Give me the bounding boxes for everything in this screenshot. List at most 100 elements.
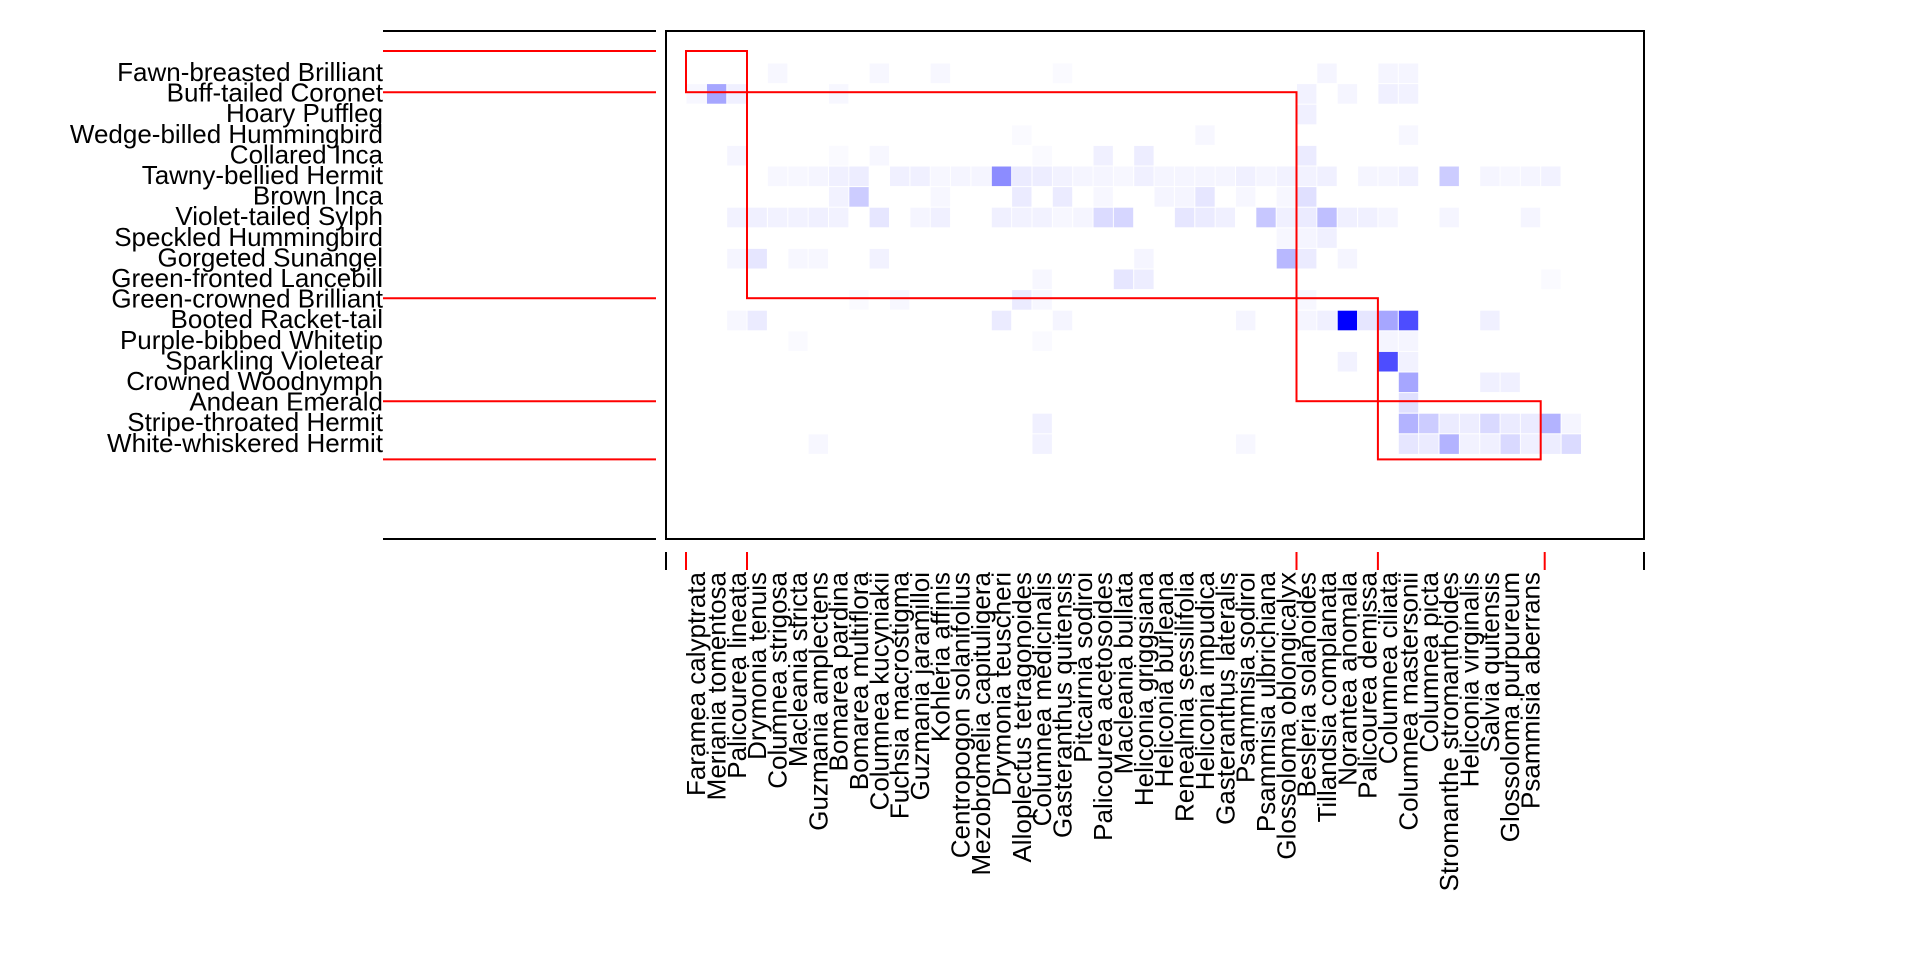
heatmap-cell — [1398, 84, 1419, 104]
heatmap-cell — [1276, 207, 1297, 228]
heatmap-cell — [1439, 166, 1459, 187]
heatmap-cell — [1398, 434, 1419, 454]
heatmap-cell — [1480, 434, 1500, 454]
column-label: Glossoloma purpureum — [1495, 572, 1525, 842]
column-label: Columnea ciliata — [1373, 571, 1403, 764]
heatmap-cell — [930, 207, 951, 228]
heatmap-cell — [706, 84, 727, 104]
heatmap-cell — [1439, 413, 1459, 434]
heatmap-cell — [1398, 166, 1419, 187]
heatmap-cell — [1154, 187, 1174, 207]
heatmap-cell — [1012, 187, 1032, 207]
heatmap-cell — [1093, 187, 1113, 207]
heatmap-cell — [788, 207, 808, 228]
row-label: White-whiskered Hermit — [107, 428, 384, 458]
heatmap-cell — [1297, 290, 1317, 310]
heatmap-cell — [727, 207, 747, 228]
heatmap-cell — [1358, 310, 1378, 331]
heatmap-cell — [1500, 434, 1520, 454]
heatmap-cell — [1052, 207, 1073, 228]
heatmap-cell — [1337, 310, 1358, 331]
heatmap-cell — [829, 84, 849, 104]
column-label: Alloplectus tetragonoides — [1007, 572, 1037, 863]
heatmap-cell — [1419, 434, 1439, 454]
heatmap-cell — [1113, 166, 1134, 187]
heatmap-cell — [1297, 104, 1317, 125]
column-label: Macleania stricta — [783, 571, 813, 767]
heatmap-cell — [1337, 84, 1358, 104]
heatmap-cell — [1093, 166, 1113, 187]
heatmap-cell — [1073, 166, 1093, 187]
heatmap-cell — [1297, 187, 1317, 207]
heatmap-cell — [1195, 125, 1215, 145]
row-label: Booted Racket-tail — [171, 304, 383, 334]
heatmap-cell — [808, 434, 828, 454]
heatmap-cell — [1032, 207, 1052, 228]
row-label: Green-fronted Lancebill — [111, 263, 383, 293]
heatmap-cell — [1297, 166, 1317, 187]
heatmap-cell — [849, 166, 869, 187]
heatmap-cell — [1297, 228, 1317, 248]
heatmap-cell — [747, 248, 767, 269]
heatmap-cell — [727, 145, 747, 166]
heatmap-cell — [1520, 207, 1541, 228]
heatmap-cell — [1297, 84, 1317, 104]
column-label: Heliconia griggsiana — [1129, 571, 1159, 806]
column-label: Faramea calyptrata — [681, 571, 711, 796]
heatmap-cell — [869, 63, 889, 84]
heatmap-cell — [991, 166, 1012, 187]
row-group-bar — [383, 30, 656, 540]
row-label: Crowned Woodnymph — [126, 366, 383, 396]
row-label: Buff-tailed Coronet — [167, 78, 384, 108]
heatmap-cell — [767, 207, 788, 228]
column-label: Guzmania amplectens — [803, 572, 833, 831]
heatmap-cell — [1520, 434, 1541, 454]
row-label: Brown Inca — [253, 181, 384, 211]
column-label: Guzmania jaramilloi — [905, 572, 935, 800]
row-label: Fawn-breasted Brilliant — [117, 57, 384, 87]
column-label: Palicourea demissa — [1353, 571, 1383, 798]
heatmap-cell — [686, 84, 706, 104]
heatmap-cell — [1297, 248, 1317, 269]
heatmap-cell — [1276, 248, 1297, 269]
heatmap-cell — [1317, 207, 1337, 228]
column-label: Palicourea acetosoides — [1088, 572, 1118, 841]
heatmap-cell — [1378, 63, 1398, 84]
heatmap-cell — [1256, 207, 1276, 228]
heatmap-cell — [829, 187, 849, 207]
column-label: Bomarea pardina — [824, 571, 854, 771]
module-box — [746, 91, 1298, 300]
heatmap-cell — [1297, 207, 1317, 228]
heatmap-cell — [1134, 269, 1154, 290]
heatmap-cell — [808, 207, 828, 228]
heatmap-cell — [1012, 207, 1032, 228]
column-label: Bomarea multiflora — [844, 571, 874, 790]
heatmap-cell — [1032, 331, 1052, 351]
heatmap-cell — [1398, 125, 1419, 145]
heatmap-cell — [1459, 434, 1480, 454]
heatmap-cell — [1052, 310, 1073, 331]
heatmap-cell — [1297, 145, 1317, 166]
column-label: Psammisia sodiroi — [1231, 572, 1261, 783]
heatmap-cell — [808, 166, 828, 187]
heatmap-cell — [890, 166, 910, 187]
heatmap-cell — [1398, 372, 1419, 393]
column-label: Columnea medicinalis — [1027, 572, 1057, 826]
column-label: Heliconia burleana — [1149, 571, 1179, 787]
row-label: Green-crowned Brilliant — [111, 284, 383, 314]
column-label: Salvia quitensis — [1475, 572, 1505, 753]
column-label: Columnea mastersonii — [1393, 572, 1423, 831]
heatmap-cell — [1398, 63, 1419, 84]
heatmap-cell — [1012, 290, 1032, 310]
heatmap-cell — [788, 331, 808, 351]
heatmap-cell — [1073, 207, 1093, 228]
heatmap-cell — [869, 207, 889, 228]
heatmap-cell — [788, 248, 808, 269]
heatmap-cell — [1480, 413, 1500, 434]
heatmap-cell — [910, 207, 930, 228]
heatmap-cell — [1134, 248, 1154, 269]
row-label: Stripe-throated Hermit — [127, 407, 384, 437]
heatmap-cell — [727, 248, 747, 269]
column-label: Centropogon solanifolius — [946, 572, 976, 858]
